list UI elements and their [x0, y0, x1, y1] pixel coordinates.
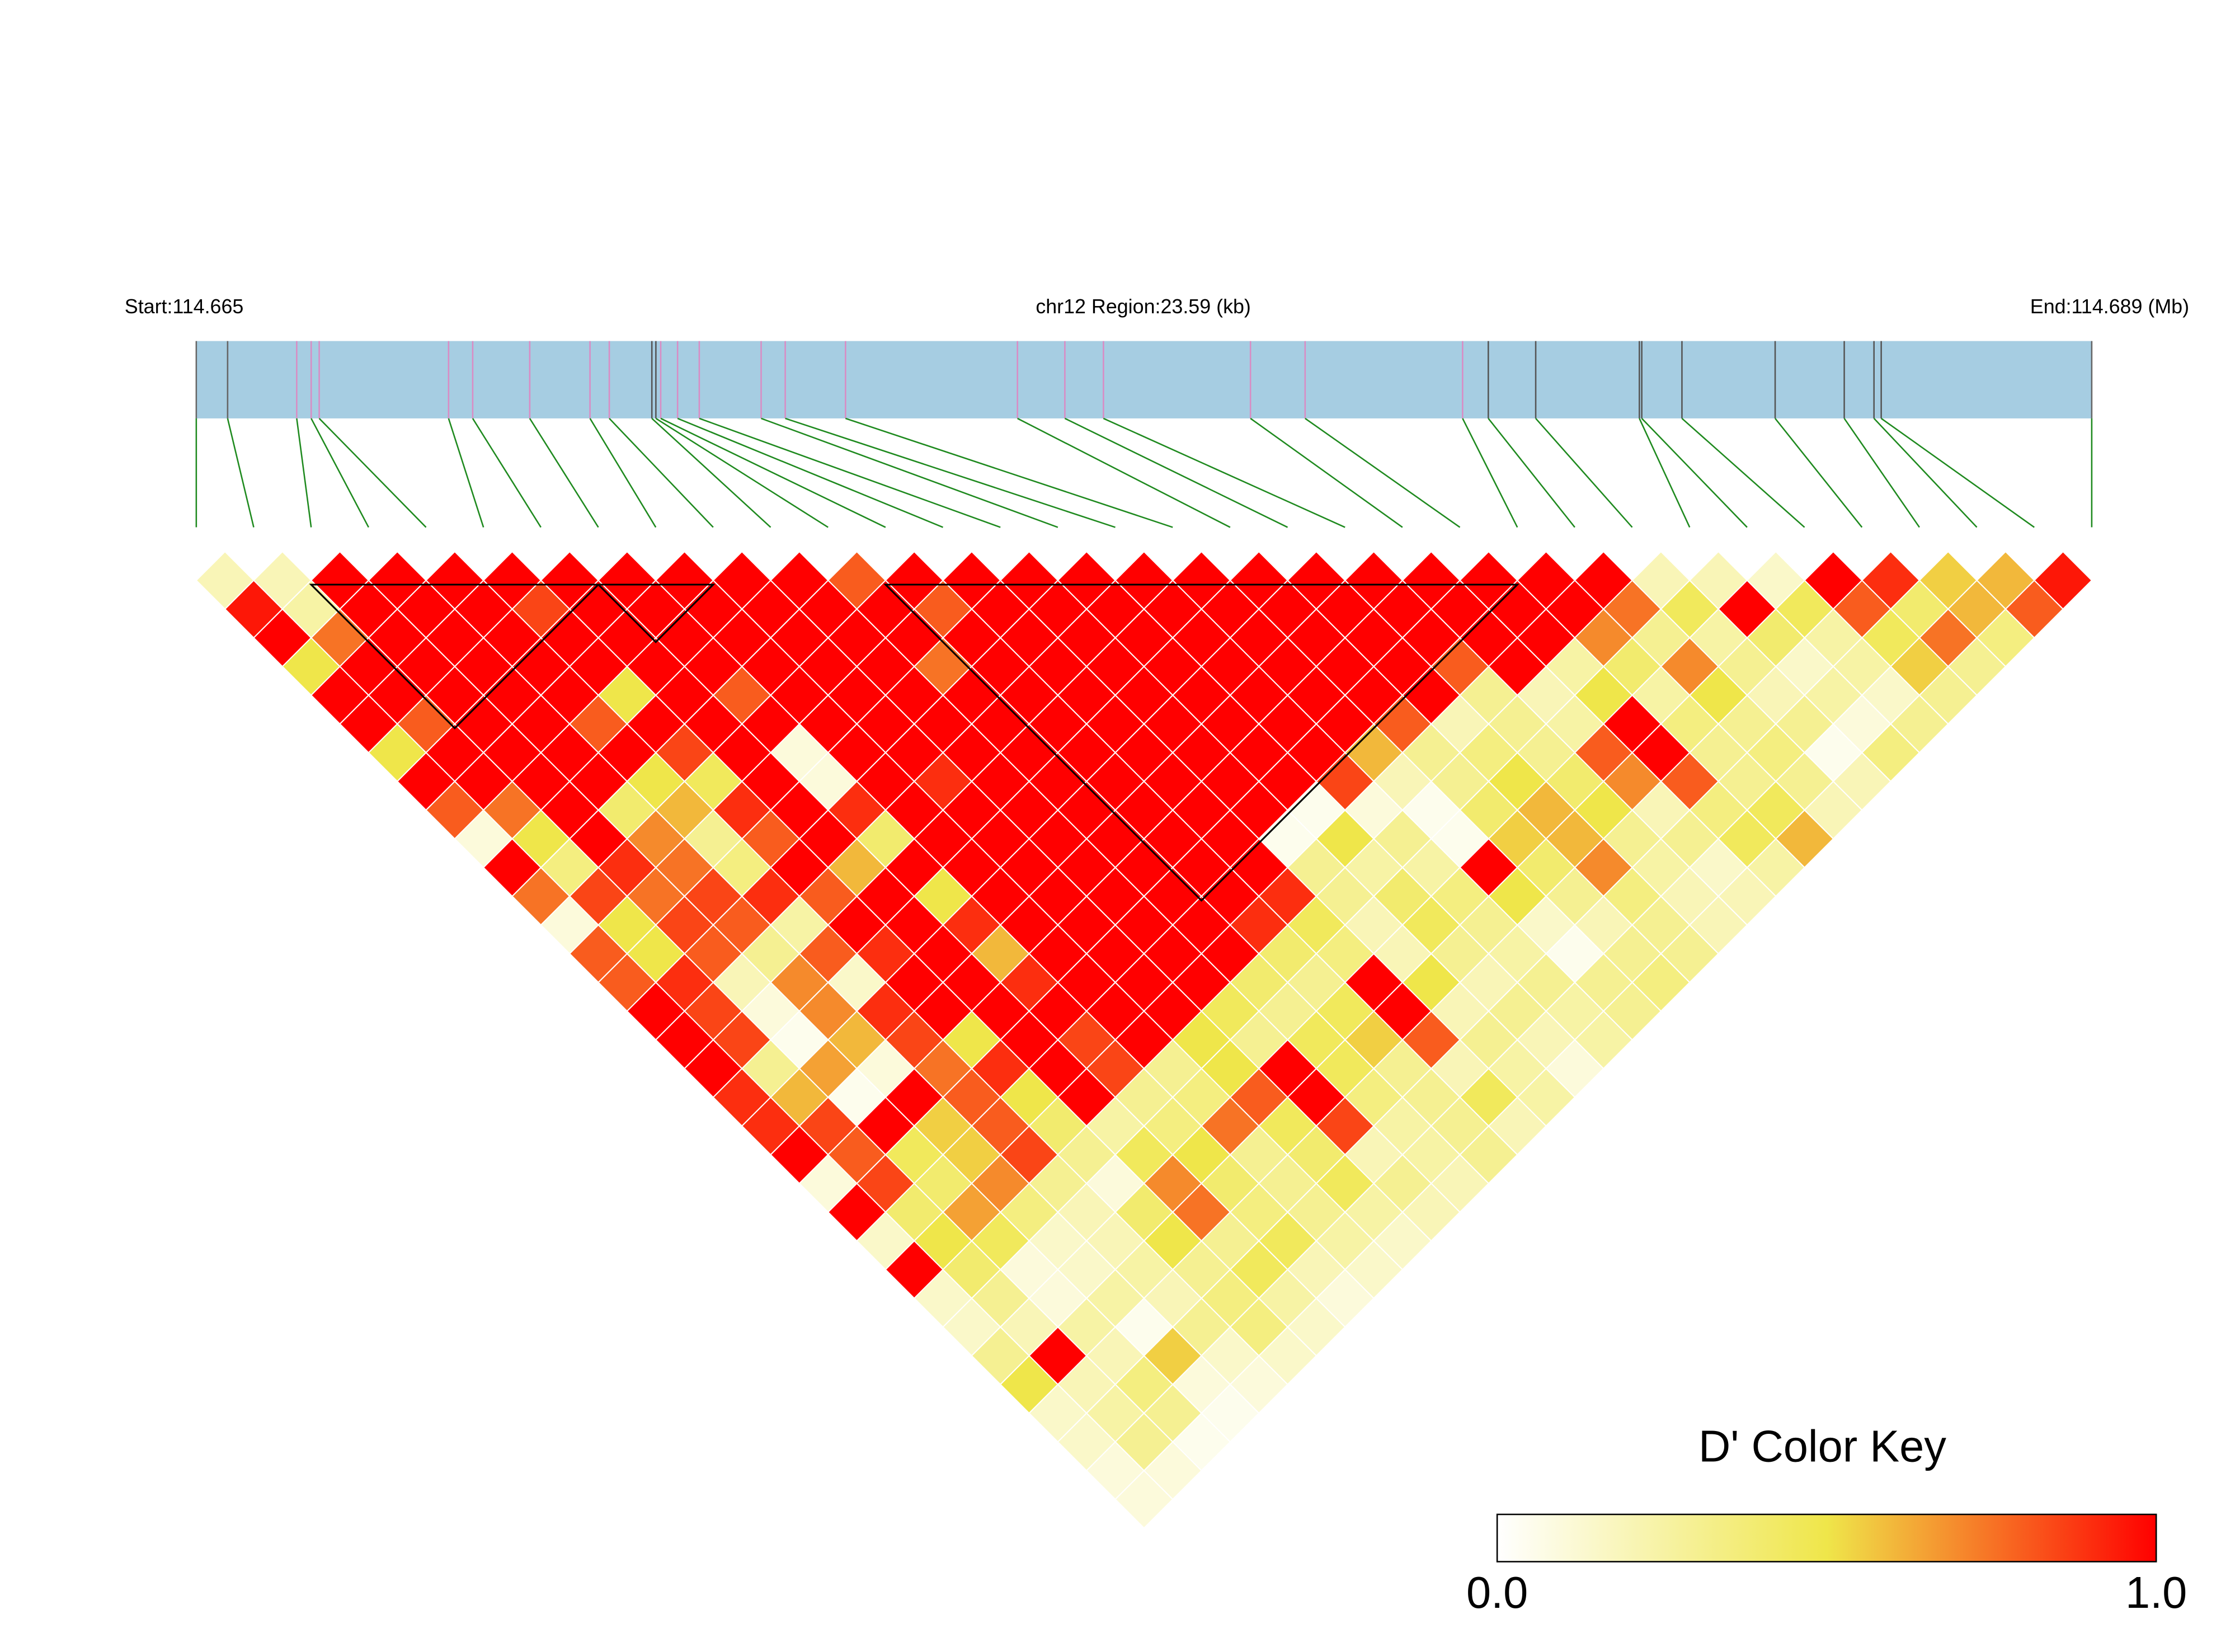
haplotype-block: [309, 583, 601, 729]
snp-connector: [655, 417, 829, 528]
overlay: [195, 341, 2093, 902]
snp-connector: [1775, 418, 1863, 528]
snp-connector: [1843, 418, 1920, 528]
snp-connector: [589, 418, 657, 528]
snp-connector: [318, 418, 427, 528]
region-bar: [196, 341, 2092, 418]
snp-connector: [310, 418, 369, 528]
ld-cell: [1114, 1470, 1174, 1529]
snp-connector: [761, 417, 1058, 528]
snp-connector: [448, 418, 484, 528]
snp-connector: [1462, 418, 1518, 528]
snp-connector: [1250, 417, 1403, 528]
key-title: D' Color Key: [1698, 1422, 1946, 1471]
snp-connector: [1064, 417, 1288, 528]
key-tick-label: 0.0: [1466, 1568, 1528, 1617]
snp-connector: [1639, 418, 1691, 528]
snp-connector: [651, 417, 771, 528]
snp-connector: [1305, 417, 1461, 528]
snp-connector: [785, 417, 1116, 528]
snp-connector: [296, 418, 312, 528]
haplotype-block: [596, 583, 716, 643]
snp-connector: [1880, 417, 2035, 528]
snp-connector: [1681, 417, 1805, 528]
snp-connector: [677, 417, 944, 528]
key-tick-label: 1.0: [2125, 1568, 2187, 1617]
snp-connector: [845, 417, 1173, 528]
haplotype-block: [883, 583, 1519, 902]
snp-connector: [1641, 418, 1748, 528]
snp-connector: [699, 417, 1001, 528]
snp-connector: [1488, 418, 1575, 528]
snp-connector: [1017, 417, 1231, 528]
snp-connector: [1873, 418, 1978, 528]
snp-connector: [660, 417, 886, 528]
snp-connector: [227, 418, 255, 528]
region-label: chr12 Region:23.59 (kb): [1036, 295, 1251, 318]
color-key: [1496, 1513, 2157, 1562]
snp-connector: [472, 418, 542, 528]
snp-connector: [609, 418, 714, 528]
snp-connector: [1103, 417, 1345, 528]
start-label: Start:114.665: [125, 295, 244, 318]
snp-connector: [529, 418, 599, 528]
snp-connector: [1535, 418, 1633, 528]
end-label: End:114.689 (Mb): [2030, 295, 2189, 318]
cells: [195, 550, 2093, 1529]
